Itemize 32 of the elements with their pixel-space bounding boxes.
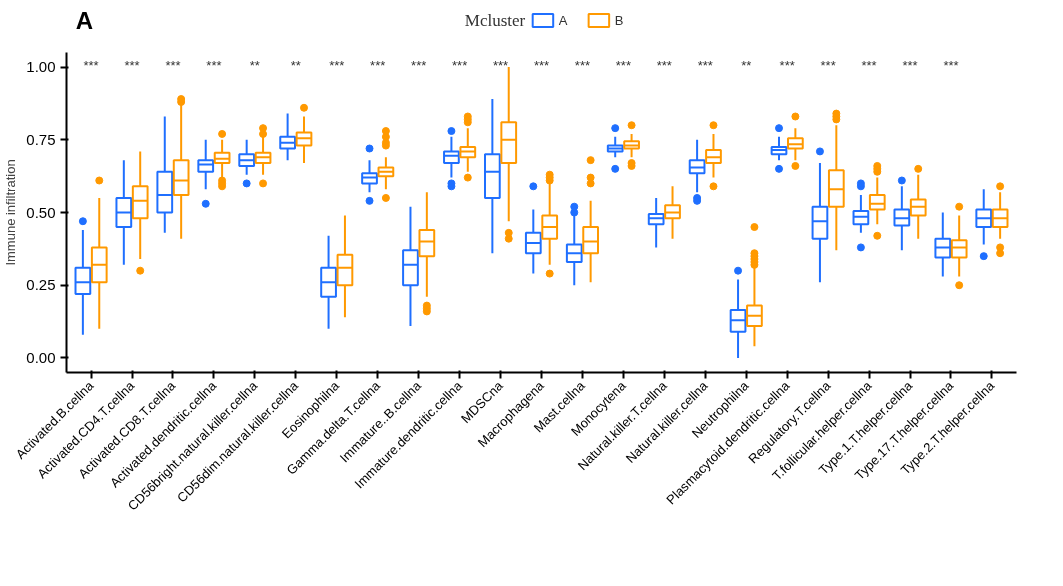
- annotation: **: [290, 58, 301, 73]
- annotation: ***: [697, 58, 713, 73]
- annotation: ***: [370, 58, 386, 73]
- y-tick-label: 0.25: [26, 276, 56, 294]
- annotation: ***: [533, 58, 550, 73]
- annotation: ***: [329, 58, 345, 73]
- y-tick-label: 0.50: [26, 203, 56, 221]
- y-axis-title: Immune infiltration: [3, 159, 19, 266]
- annotation: ***: [902, 58, 918, 73]
- annotation: **: [249, 58, 260, 73]
- legend-label: A: [558, 13, 568, 28]
- annotation: ***: [943, 58, 959, 73]
- annotation: ***: [452, 58, 468, 73]
- annotation: ***: [820, 58, 836, 73]
- annotation: ***: [206, 58, 222, 73]
- chart-title: A: [75, 7, 94, 34]
- annotation: ***: [411, 58, 427, 73]
- annotation: ***: [615, 58, 631, 73]
- legend-label: B: [614, 13, 624, 28]
- annotation: ***: [779, 58, 795, 73]
- annotation: ***: [656, 58, 672, 73]
- annotation: **: [741, 58, 752, 73]
- annotation: ***: [83, 58, 99, 73]
- annotation: ***: [124, 58, 140, 73]
- annotation: ***: [165, 58, 181, 73]
- y-tick-label: 0.00: [26, 348, 56, 366]
- annotation: ***: [861, 58, 877, 73]
- y-tick-label: 1.00: [26, 58, 56, 76]
- y-tick-label: 0.75: [26, 130, 56, 148]
- legend-title: Mcluster: [464, 11, 526, 30]
- annotation: ***: [492, 58, 509, 73]
- annotation: ***: [574, 58, 591, 73]
